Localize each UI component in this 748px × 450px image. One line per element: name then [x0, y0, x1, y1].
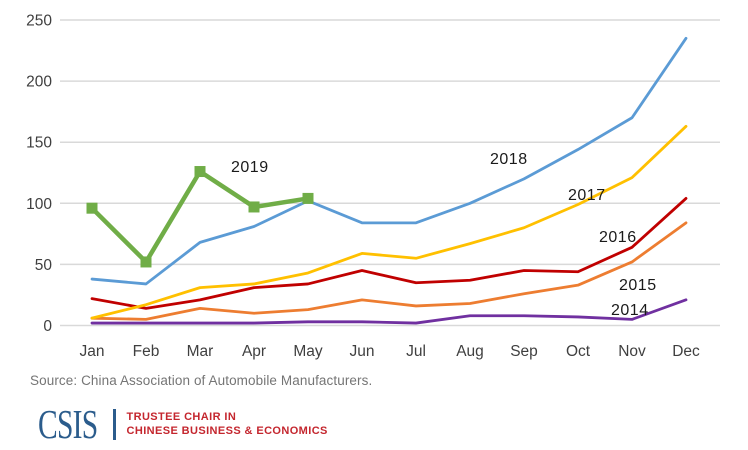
series-line-2018 — [90, 36, 688, 286]
series-marker-2019 — [194, 166, 206, 178]
x-axis-label: Feb — [133, 343, 160, 360]
series-marker-2019 — [86, 202, 98, 214]
series-label-2016: 2016 — [599, 229, 637, 246]
series-marker-2019 — [140, 256, 152, 268]
x-axis-label: Aug — [456, 343, 484, 360]
series-marker-2019 — [302, 192, 314, 204]
csis-logo: CSIS TRUSTEE CHAIR IN CHINESE BUSINESS &… — [38, 400, 328, 447]
logo-divider — [113, 408, 116, 440]
series-line-2016 — [90, 197, 688, 310]
x-axis-label: Oct — [566, 343, 591, 360]
y-axis-label: 150 — [26, 135, 52, 152]
series-label-2015: 2015 — [619, 277, 657, 294]
logo-line1: TRUSTEE CHAIR IN — [126, 410, 237, 423]
line-chart: 0 50 100 150 200 250 Jan Feb Mar Apr May Jun Jul Aug S… — [26, 13, 720, 360]
x-axis-label: Jan — [80, 343, 105, 360]
x-axis-label: Nov — [618, 343, 646, 360]
logo-line2: CHINESE BUSINESS & ECONOMICS — [126, 425, 328, 437]
x-axis-label: Dec — [672, 343, 700, 360]
source-note: Source: China Association of Automobile … — [30, 373, 373, 388]
series-line-2014 — [90, 298, 688, 325]
series-marker-2019 — [248, 201, 260, 213]
series-line-2015 — [90, 221, 688, 321]
series-label-2019: 2019 — [231, 159, 269, 176]
csis-wordmark: CSIS — [38, 400, 98, 447]
csis-wordmark-wrap: CSIS — [38, 400, 104, 447]
y-axis-label: 200 — [26, 74, 52, 91]
series-line-2017 — [90, 124, 688, 320]
x-axis-label: Mar — [187, 343, 214, 360]
x-axis-label: Sep — [510, 343, 538, 360]
x-axis-label: Apr — [242, 343, 266, 360]
y-axis-label: 50 — [35, 257, 53, 274]
series-label-2014: 2014 — [611, 302, 649, 319]
logo-program-name: TRUSTEE CHAIR IN CHINESE BUSINESS & ECON… — [127, 410, 328, 439]
x-axis-label: May — [293, 343, 323, 360]
y-axis-label: 250 — [26, 13, 52, 30]
y-axis-label: 0 — [43, 318, 52, 335]
x-axis-label: Jun — [350, 343, 375, 360]
x-axis-label: Jul — [406, 343, 426, 360]
series-label-2018: 2018 — [490, 151, 528, 168]
y-axis-label: 100 — [26, 196, 52, 213]
series-label-2017: 2017 — [568, 187, 606, 204]
